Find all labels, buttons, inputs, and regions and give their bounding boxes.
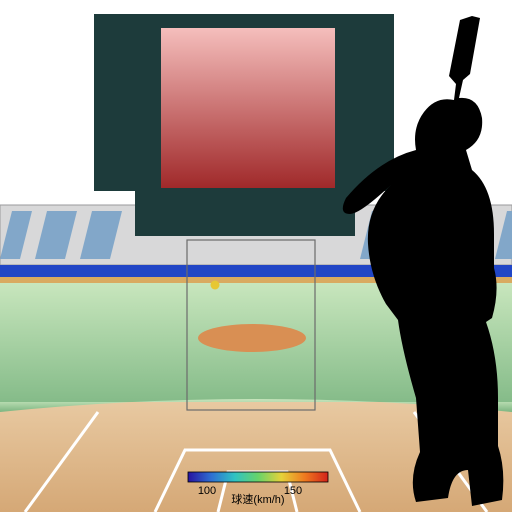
scoreboard-screen	[161, 28, 335, 188]
legend-label: 球速(km/h)	[231, 492, 284, 506]
pitch-marker	[211, 281, 220, 290]
field-svg: 100 150球速(km/h)	[0, 0, 512, 512]
pitchers-mound	[198, 324, 306, 352]
pitch-location-diagram: 100 150球速(km/h)	[0, 0, 512, 512]
speed-legend-bar	[188, 472, 328, 482]
scoreboard-base	[135, 191, 355, 236]
legend-tick: 150	[284, 485, 302, 497]
legend-tick: 100	[198, 485, 216, 497]
